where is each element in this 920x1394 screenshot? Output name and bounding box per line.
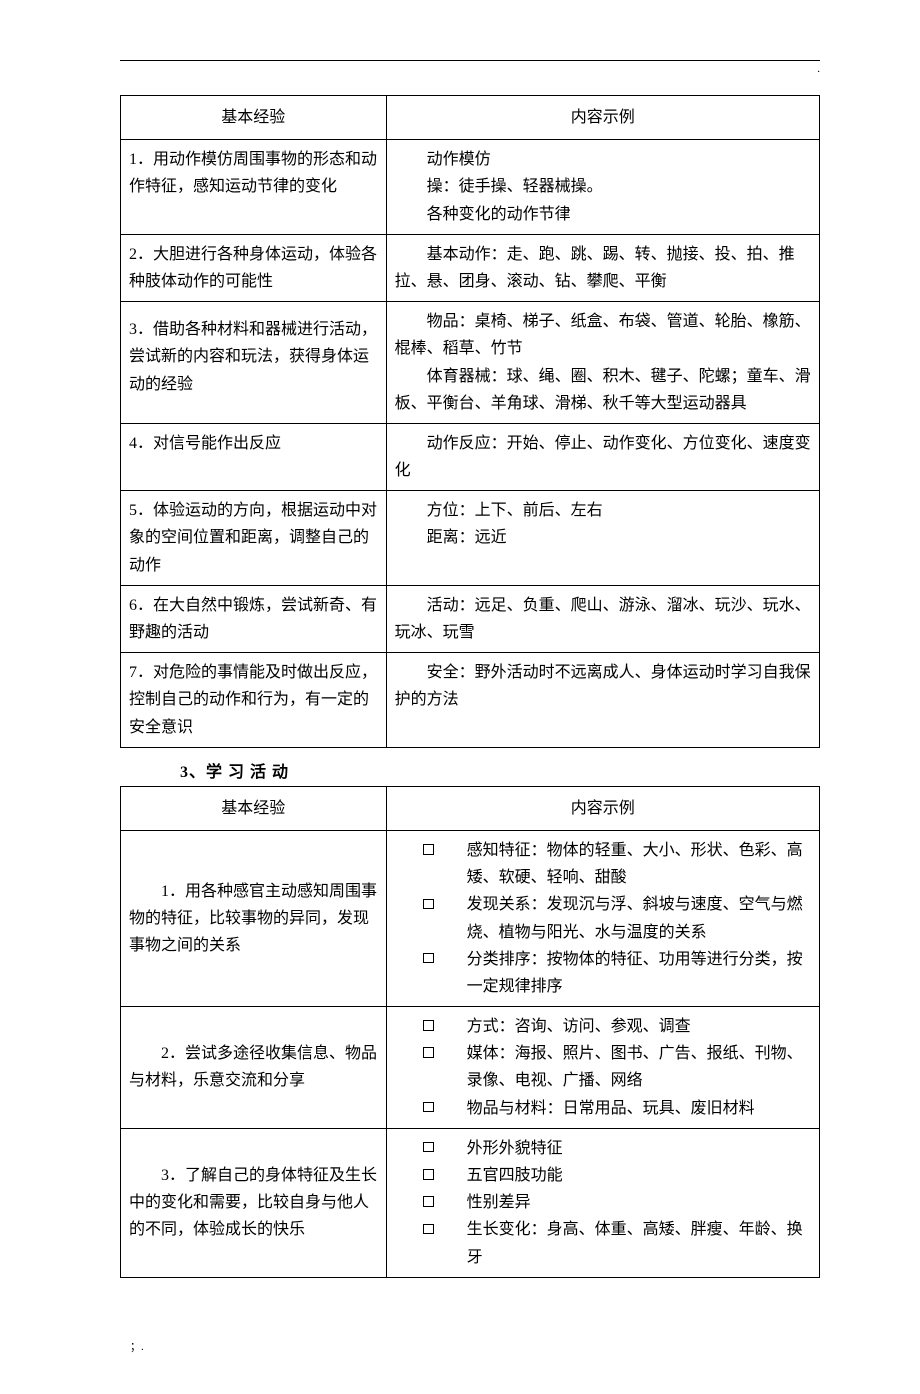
table-row: 5．体验运动的方向，根据运动中对象的空间位置和距离，调整自己的动作 方位：上下、… xyxy=(121,491,820,586)
table-learning-activities: 基本经验 内容示例 1．用各种感官主动感知周围事物的特征，比较事物的异同，发现事… xyxy=(120,786,820,1278)
t1-r5-right: 活动：远足、负重、爬山、游泳、溜冰、玩沙、玩水、玩冰、玩雪 xyxy=(386,585,819,652)
t2-r1-b2-text: 物品与材料：日常用品、玩具、废旧材料 xyxy=(467,1100,755,1117)
checkbox-icon xyxy=(423,1102,433,1112)
t2-r2-b1-text: 五官四肢功能 xyxy=(467,1167,563,1184)
t1-r5-line0: 活动：远足、负重、爬山、游泳、溜冰、玩沙、玩水、玩冰、玩雪 xyxy=(395,592,811,646)
t1-r2-right: 物品：桌椅、梯子、纸盒、布袋、管道、轮胎、橡筋、棍棒、稻草、竹节 体育器械：球、… xyxy=(386,302,819,424)
t1-r1-left: 2．大胆进行各种身体运动，体验各种肢体动作的可能性 xyxy=(121,234,387,301)
t1-r4-right: 方位：上下、前后、左右 距离：远近 xyxy=(386,491,819,586)
t1-r1-right: 基本动作：走、跑、跳、踢、转、抛接、投、拍、推拉、悬、团身、滚动、钻、攀爬、平衡 xyxy=(386,234,819,301)
t2-r0-b0: 感知特征：物体的轻重、大小、形状、色彩、高矮、软硬、轻响、甜酸 xyxy=(395,837,811,891)
section-title-learning: 3、学 习 活 动 xyxy=(180,758,820,782)
t2-r2-b0: 外形外貌特征 xyxy=(395,1135,811,1162)
t1-r3-line0: 动作反应：开始、停止、动作变化、方位变化、速度变化 xyxy=(395,430,811,484)
t1-r0-line1: 操：徒手操、轻器械操。 xyxy=(395,173,811,200)
t2-r2-b3: 生长变化：身高、体重、高矮、胖瘦、年龄、换牙 xyxy=(395,1216,811,1270)
checkbox-icon xyxy=(423,1142,433,1152)
t1-r2-line1: 体育器械：球、绳、圈、积木、毽子、陀螺；童车、滑板、平衡台、羊角球、滑梯、秋千等… xyxy=(395,363,811,417)
table-row: 1．用动作模仿周围事物的形态和动作特征，感知运动节律的变化 动作模仿 操：徒手操… xyxy=(121,140,820,235)
checkbox-icon xyxy=(423,844,433,854)
t1-r4-line1: 距离：远近 xyxy=(395,524,811,551)
t1-r6-left: 7．对危险的事情能及时做出反应，控制自己的动作和行为，有一定的安全意识 xyxy=(121,653,387,748)
t1-r5-left: 6．在大自然中锻炼，尝试新奇、有野趣的活动 xyxy=(121,585,387,652)
t2-r0-b0-text: 感知特征：物体的轻重、大小、形状、色彩、高矮、软硬、轻响、甜酸 xyxy=(467,842,803,886)
checkbox-icon xyxy=(423,1169,433,1179)
t1-r6-line0: 安全：野外活动时不远离成人、身体运动时学习自我保护的方法 xyxy=(395,659,811,713)
table-row: 2．尝试多途径收集信息、物品与材料，乐意交流和分享 方式：咨询、访问、参观、调查… xyxy=(121,1007,820,1129)
checkbox-icon xyxy=(423,1224,433,1234)
table-row: 6．在大自然中锻炼，尝试新奇、有野趣的活动 活动：远足、负重、爬山、游泳、溜冰、… xyxy=(121,585,820,652)
t2-r1-left: 2．尝试多途径收集信息、物品与材料，乐意交流和分享 xyxy=(121,1007,387,1129)
t2-r0-b1-text: 发现关系：发现沉与浮、斜坡与速度、空气与燃烧、植物与阳光、水与温度的关系 xyxy=(467,896,803,940)
table-row: 4．对信号能作出反应 动作反应：开始、停止、动作变化、方位变化、速度变化 xyxy=(121,423,820,490)
t1-r0-line0: 动作模仿 xyxy=(395,146,811,173)
t1-r2-line0: 物品：桌椅、梯子、纸盒、布袋、管道、轮胎、橡筋、棍棒、稻草、竹节 xyxy=(395,308,811,362)
t2-header-left: 基本经验 xyxy=(121,786,387,830)
t2-r0-b2-text: 分类排序：按物体的特征、功用等进行分类，按一定规律排序 xyxy=(467,951,803,995)
t2-r1-b1-text: 媒体：海报、照片、图书、广告、报纸、刊物、录像、电视、广播、网络 xyxy=(467,1045,803,1089)
t1-header-left: 基本经验 xyxy=(121,96,387,140)
t2-r1-b0-text: 方式：咨询、访问、参观、调查 xyxy=(467,1018,691,1035)
t2-r2-b2: 性别差异 xyxy=(395,1189,811,1216)
t2-r2-b3-text: 生长变化：身高、体重、高矮、胖瘦、年龄、换牙 xyxy=(467,1221,803,1265)
t2-r1-b0: 方式：咨询、访问、参观、调查 xyxy=(395,1013,811,1040)
t2-r2-left: 3．了解自己的身体特征及生长中的变化和需要，比较自身与他人的不同，体验成长的快乐 xyxy=(121,1128,387,1277)
checkbox-icon xyxy=(423,1020,433,1030)
table-row: 7．对危险的事情能及时做出反应，控制自己的动作和行为，有一定的安全意识 安全：野… xyxy=(121,653,820,748)
t2-r2-right: 外形外貌特征 五官四肢功能 性别差异 生长变化：身高、体重、高矮、胖瘦、年龄、换… xyxy=(386,1128,819,1277)
checkbox-icon xyxy=(423,953,433,963)
t2-r0-b1: 发现关系：发现沉与浮、斜坡与速度、空气与燃烧、植物与阳光、水与温度的关系 xyxy=(395,891,811,945)
t2-r2-left-text: 3．了解自己的身体特征及生长中的变化和需要，比较自身与他人的不同，体验成长的快乐 xyxy=(129,1162,378,1244)
t2-r0-right: 感知特征：物体的轻重、大小、形状、色彩、高矮、软硬、轻响、甜酸 发现关系：发现沉… xyxy=(386,830,819,1006)
t1-r0-left: 1．用动作模仿周围事物的形态和动作特征，感知运动节律的变化 xyxy=(121,140,387,235)
t1-r3-left: 4．对信号能作出反应 xyxy=(121,423,387,490)
t1-header-right: 内容示例 xyxy=(386,96,819,140)
t2-r2-b2-text: 性别差异 xyxy=(467,1194,531,1211)
t1-r6-right: 安全：野外活动时不远离成人、身体运动时学习自我保护的方法 xyxy=(386,653,819,748)
t2-r0-left-text: 1．用各种感官主动感知周围事物的特征，比较事物的异同，发现事物之间的关系 xyxy=(129,878,378,960)
page-top-dot: . xyxy=(120,63,820,75)
t2-r0-b2: 分类排序：按物体的特征、功用等进行分类，按一定规律排序 xyxy=(395,946,811,1000)
t1-r4-line0: 方位：上下、前后、左右 xyxy=(395,497,811,524)
checkbox-icon xyxy=(423,1196,433,1206)
table-row: 3．了解自己的身体特征及生长中的变化和需要，比较自身与他人的不同，体验成长的快乐… xyxy=(121,1128,820,1277)
t2-r2-b0-text: 外形外貌特征 xyxy=(467,1140,563,1157)
t2-r1-b2: 物品与材料：日常用品、玩具、废旧材料 xyxy=(395,1095,811,1122)
t1-r0-right: 动作模仿 操：徒手操、轻器械操。 各种变化的动作节律 xyxy=(386,140,819,235)
t2-r1-b1: 媒体：海报、照片、图书、广告、报纸、刊物、录像、电视、广播、网络 xyxy=(395,1040,811,1094)
t1-r2-left: 3．借助各种材料和器械进行活动，尝试新的内容和玩法，获得身体运动的经验 xyxy=(121,302,387,424)
table-row: 3．借助各种材料和器械进行活动，尝试新的内容和玩法，获得身体运动的经验 物品：桌… xyxy=(121,302,820,424)
page-footer-mark: ；. xyxy=(130,1338,820,1354)
t2-r1-right: 方式：咨询、访问、参观、调查 媒体：海报、照片、图书、广告、报纸、刊物、录像、电… xyxy=(386,1007,819,1129)
checkbox-icon xyxy=(423,1047,433,1057)
table-row: 1．用各种感官主动感知周围事物的特征，比较事物的异同，发现事物之间的关系 感知特… xyxy=(121,830,820,1006)
t2-r1-left-text: 2．尝试多途径收集信息、物品与材料，乐意交流和分享 xyxy=(129,1040,378,1094)
t2-header-right: 内容示例 xyxy=(386,786,819,830)
t1-r0-line2: 各种变化的动作节律 xyxy=(395,201,811,228)
t1-r1-line0: 基本动作：走、跑、跳、踢、转、抛接、投、拍、推拉、悬、团身、滚动、钻、攀爬、平衡 xyxy=(395,241,811,295)
t2-r0-left: 1．用各种感官主动感知周围事物的特征，比较事物的异同，发现事物之间的关系 xyxy=(121,830,387,1006)
t1-r4-left: 5．体验运动的方向，根据运动中对象的空间位置和距离，调整自己的动作 xyxy=(121,491,387,586)
checkbox-icon xyxy=(423,899,433,909)
table-basic-experience-1: 基本经验 内容示例 1．用动作模仿周围事物的形态和动作特征，感知运动节律的变化 … xyxy=(120,95,820,748)
table-row: 2．大胆进行各种身体运动，体验各种肢体动作的可能性 基本动作：走、跑、跳、踢、转… xyxy=(121,234,820,301)
t2-r2-b1: 五官四肢功能 xyxy=(395,1162,811,1189)
t1-r3-right: 动作反应：开始、停止、动作变化、方位变化、速度变化 xyxy=(386,423,819,490)
